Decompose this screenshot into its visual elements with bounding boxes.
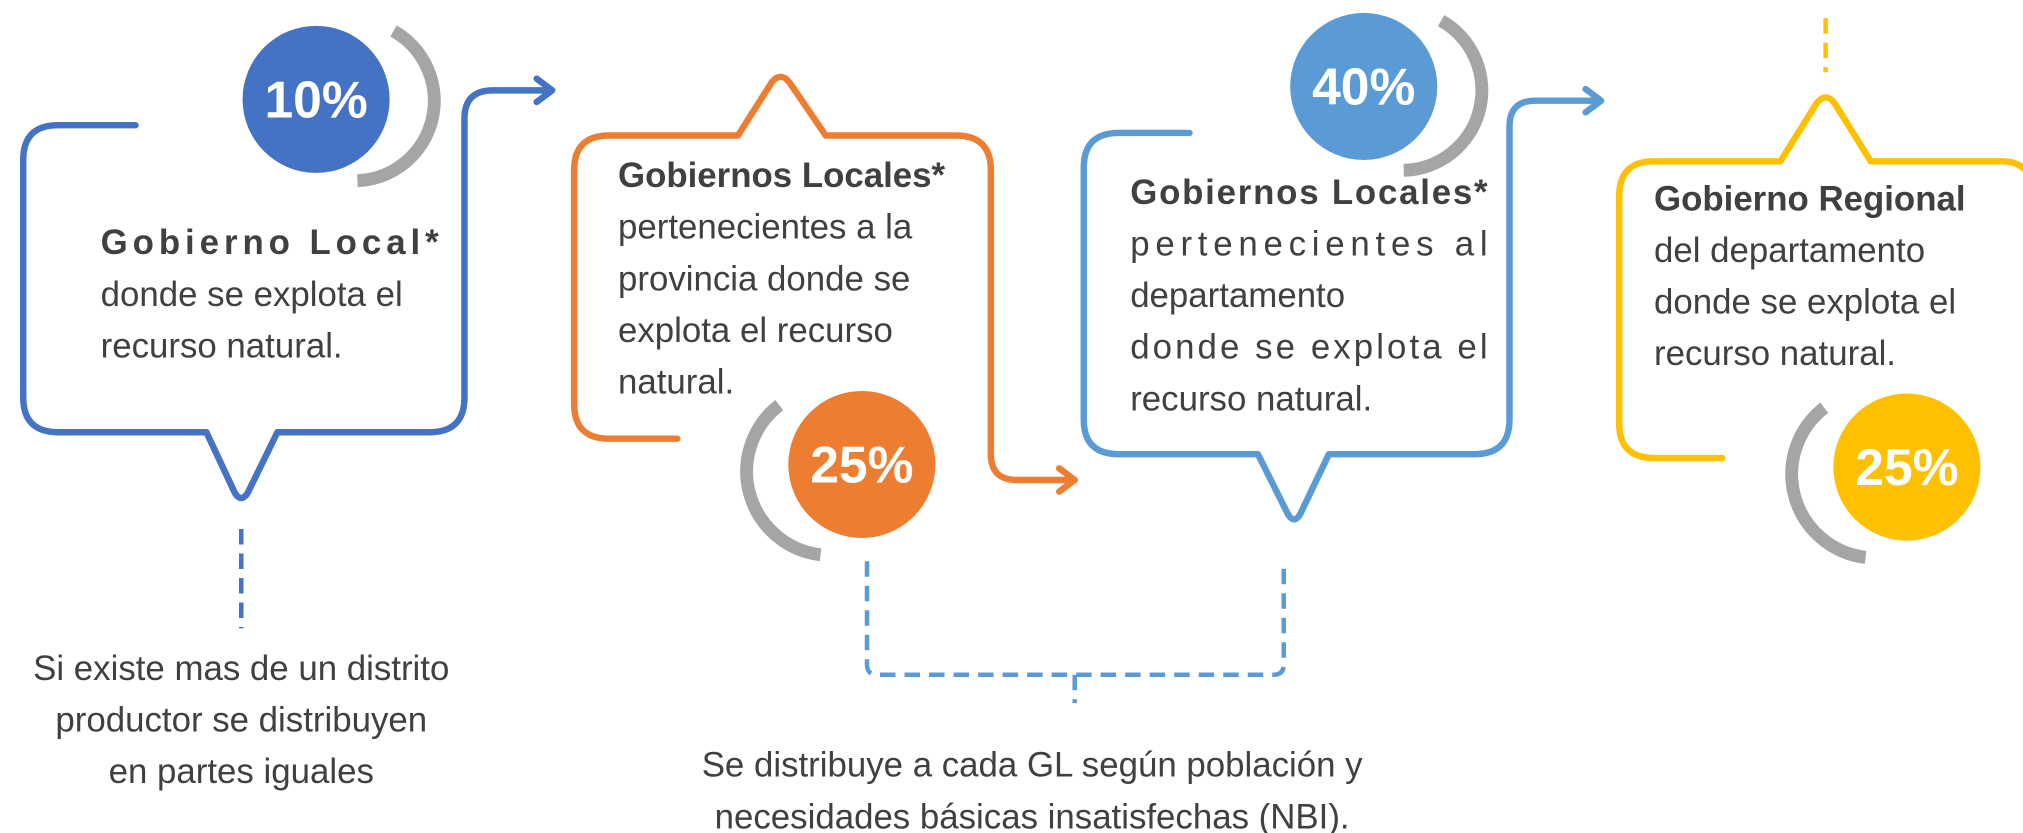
note-text: en partes iguales [109,752,374,791]
node-title: Gobierno Regional [1654,179,1966,218]
callout-box [1080,97,1601,523]
node-title: Gobiernos Locales* [618,156,946,195]
node-text: recurso natural. [1130,379,1372,418]
note-text: Se distribuye a cada GL según población … [702,746,1363,785]
bracket [864,561,1286,678]
node-text: donde se explota el [1130,328,1487,367]
badge-label: 40% [1312,57,1415,115]
callout-box [1615,94,2023,462]
badge-circle [788,390,936,539]
node-text: pertenecientes al [1130,224,1487,263]
node-text: recurso natural. [101,326,343,365]
badge-arc [1403,15,1489,177]
badge-label: 25% [1855,438,1958,496]
arrow-head [533,75,556,106]
badge-circle [1833,393,1981,541]
node-text: explota el recurso [618,311,893,350]
callout-box [19,87,552,502]
node-text: donde se explota el [1654,283,1956,322]
note-text: Si existe mas de un distrito [33,649,449,688]
arrow-head [1056,465,1078,495]
node-text: del departamento [1654,231,1925,270]
node-text: natural. [618,363,734,402]
badge-circle [242,25,390,173]
badge-circle [1290,12,1438,161]
badge-arc [1785,402,1867,564]
node-text: departamento [1130,276,1345,315]
arrow-head [1582,85,1605,116]
note-text: necesidades básicas insatisfechas (NBI). [715,797,1350,833]
node-text: provincia donde se [618,259,910,298]
node-text: donde se explota el [101,275,403,314]
badge-arc [357,25,441,188]
badge-label: 10% [264,70,367,128]
node-title: Gobiernos Locales* [1130,173,1488,212]
note-text: productor se distribuyen [55,701,427,740]
callout-box [570,73,1075,484]
node-title: Gobierno Local* [101,223,439,262]
node-text: recurso natural. [1654,334,1896,373]
badge-label: 25% [810,435,913,493]
badge-arc [740,400,822,562]
node-text: pertenecientes a la [618,208,913,247]
